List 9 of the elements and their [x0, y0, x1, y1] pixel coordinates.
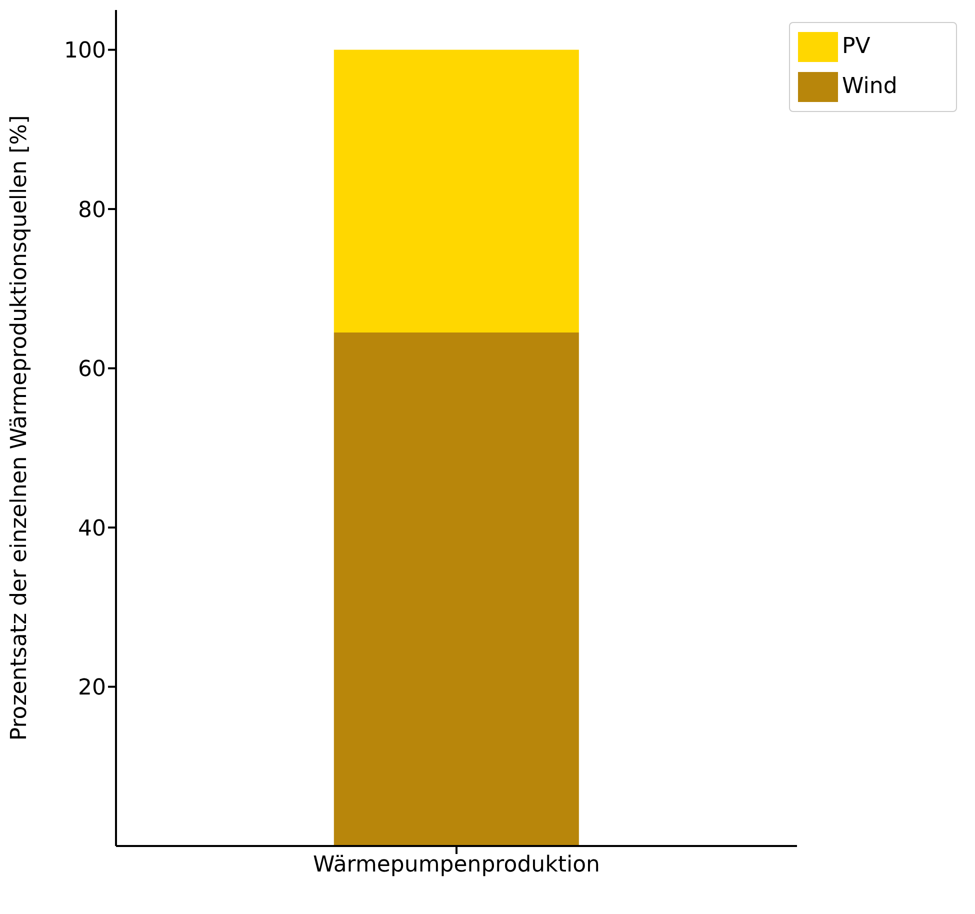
legend-label: PV — [842, 34, 870, 60]
y-tick-label: 80 — [78, 198, 106, 223]
legend-label: Wind — [842, 74, 898, 100]
y-tick-label: 40 — [78, 516, 106, 542]
y-tick-label: 60 — [78, 357, 106, 382]
y-axis-title: Prozentsatz der einzelnen Wärmeproduktionsquellen [%] — [6, 115, 32, 741]
y-tick-label: 100 — [64, 38, 106, 64]
x-tick-label: Wärmepumpenproduktion — [312, 852, 600, 878]
y-tick-label: 20 — [78, 676, 106, 701]
